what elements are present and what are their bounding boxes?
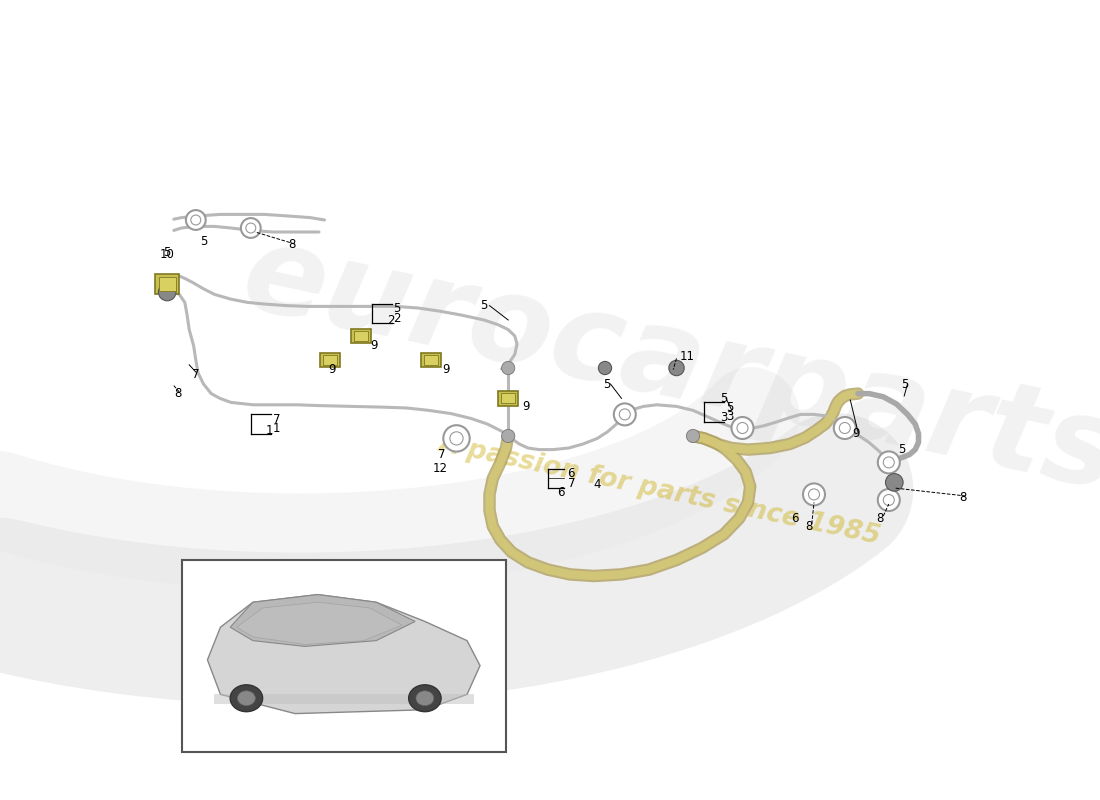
Text: 8: 8	[877, 512, 883, 525]
Text: 11: 11	[680, 350, 695, 362]
Circle shape	[669, 360, 684, 376]
Text: 2: 2	[394, 312, 402, 325]
Circle shape	[878, 489, 900, 511]
Text: 1: 1	[266, 424, 273, 437]
Text: 9: 9	[442, 363, 449, 376]
Text: 5: 5	[164, 246, 170, 258]
Ellipse shape	[238, 691, 255, 706]
Text: A passion for parts since 1985: A passion for parts since 1985	[437, 430, 883, 550]
Text: 10: 10	[160, 248, 175, 261]
Circle shape	[443, 426, 470, 451]
Text: 8: 8	[805, 520, 812, 533]
Bar	[323, 355, 337, 365]
Text: 7: 7	[273, 413, 280, 426]
Circle shape	[598, 362, 612, 374]
Bar	[182, 560, 506, 752]
Circle shape	[686, 430, 700, 442]
Bar	[320, 353, 340, 367]
Text: 9: 9	[371, 339, 377, 352]
Text: 8: 8	[175, 387, 182, 400]
Circle shape	[241, 218, 261, 238]
Text: eurocarparts: eurocarparts	[232, 215, 1100, 515]
Polygon shape	[208, 594, 480, 714]
Ellipse shape	[409, 685, 441, 712]
Circle shape	[886, 474, 903, 491]
Text: 5: 5	[899, 443, 905, 456]
Circle shape	[732, 417, 754, 439]
Bar	[158, 277, 176, 291]
Bar	[502, 394, 515, 403]
Circle shape	[186, 210, 206, 230]
Text: 3: 3	[720, 411, 727, 424]
Text: 7: 7	[439, 448, 446, 461]
Circle shape	[834, 417, 856, 439]
Circle shape	[808, 489, 820, 500]
Text: 5: 5	[394, 302, 402, 315]
Circle shape	[883, 457, 894, 468]
Text: 9: 9	[522, 400, 529, 413]
Polygon shape	[236, 602, 403, 645]
Circle shape	[737, 422, 748, 434]
Polygon shape	[230, 594, 415, 646]
Circle shape	[191, 215, 200, 225]
Text: 5: 5	[200, 235, 207, 248]
Bar	[155, 274, 179, 294]
Circle shape	[246, 223, 255, 233]
Text: 5: 5	[726, 401, 734, 414]
Text: 5: 5	[720, 392, 727, 405]
Circle shape	[839, 422, 850, 434]
Circle shape	[619, 409, 630, 420]
Circle shape	[158, 283, 176, 301]
Bar	[425, 355, 438, 365]
Text: 5: 5	[481, 299, 487, 312]
Text: 3: 3	[726, 410, 734, 423]
Circle shape	[883, 494, 894, 506]
Text: 8: 8	[959, 491, 966, 504]
Text: 6: 6	[558, 486, 564, 498]
Circle shape	[502, 430, 515, 442]
Text: 8: 8	[288, 238, 295, 250]
Text: 6: 6	[568, 467, 575, 480]
Bar	[421, 353, 441, 367]
Circle shape	[803, 483, 825, 506]
Bar	[351, 329, 371, 343]
Text: 9: 9	[329, 363, 336, 376]
Circle shape	[878, 451, 900, 474]
Bar	[354, 331, 367, 341]
Ellipse shape	[416, 691, 433, 706]
Text: 7: 7	[568, 477, 575, 490]
Ellipse shape	[230, 685, 263, 712]
Text: 1: 1	[273, 422, 280, 435]
Text: 7: 7	[192, 368, 199, 381]
Text: 9: 9	[852, 427, 859, 440]
Text: 5: 5	[902, 378, 909, 390]
Circle shape	[502, 362, 515, 374]
Circle shape	[614, 403, 636, 426]
Text: 5: 5	[604, 378, 611, 390]
Text: 4: 4	[594, 478, 601, 490]
Circle shape	[450, 432, 463, 445]
Text: 6: 6	[792, 512, 799, 525]
Bar	[498, 391, 518, 406]
Polygon shape	[213, 694, 473, 704]
Text: 12: 12	[432, 462, 448, 474]
Text: 2: 2	[387, 314, 394, 326]
